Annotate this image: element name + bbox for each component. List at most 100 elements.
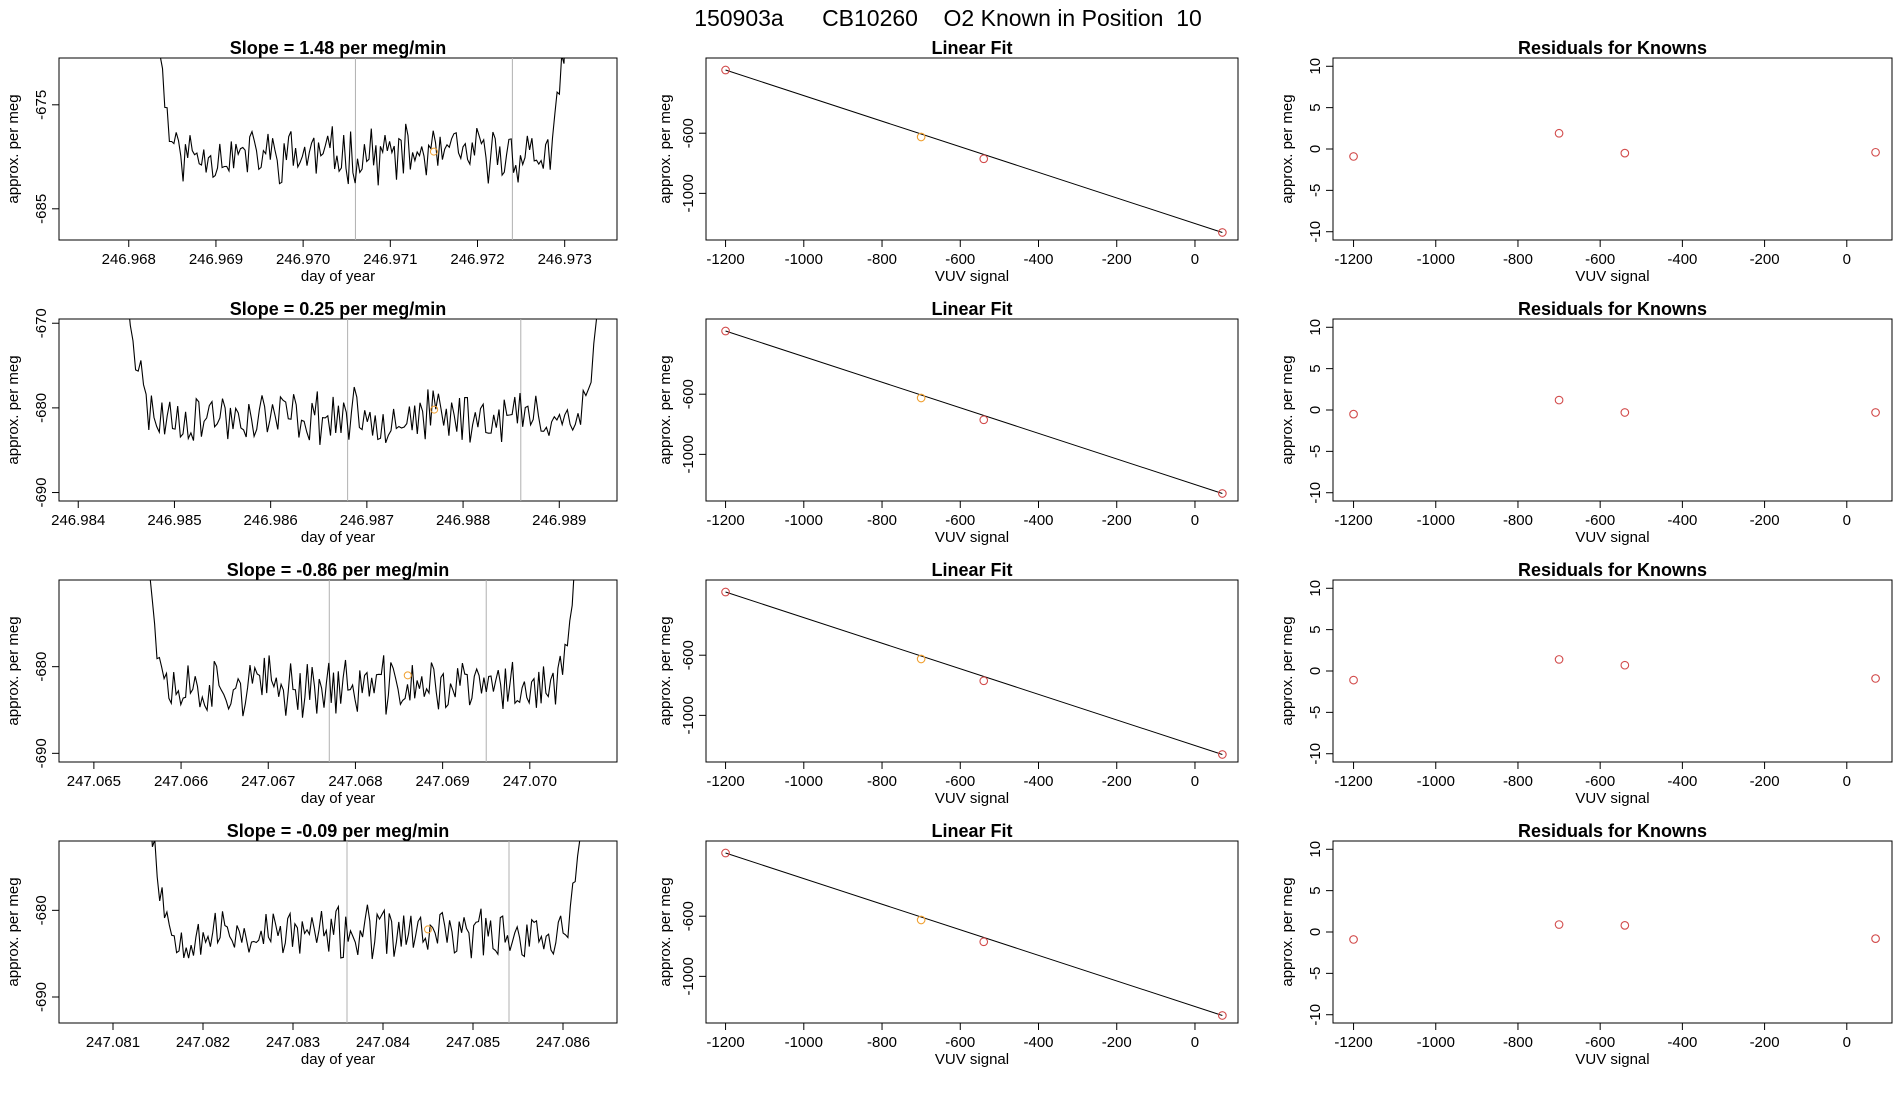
residuals-panel: Residuals for Knowns-1200 -1000 -800 -600 -4…: [1279, 560, 1893, 807]
x-tick-label: 247.082: [176, 1034, 230, 1051]
x-tick-label: -1200: [1334, 1034, 1372, 1051]
x-tick-label: -600: [945, 1034, 975, 1051]
residual-point: [1554, 655, 1564, 664]
y-tick-label: -1000: [680, 435, 697, 473]
fit-point: [721, 326, 730, 336]
panel-title: Residuals for Knowns: [1518, 560, 1707, 580]
x-axis-label: VUV signal: [1575, 529, 1649, 546]
x-tick-label: 0: [1191, 773, 1199, 790]
x-tick-label: -600: [945, 773, 975, 790]
x-tick-label: 246.968: [102, 251, 156, 268]
x-tick-label: -200: [1750, 251, 1780, 268]
residual-point: [1620, 660, 1630, 670]
y-axis-label: approx. per meg: [5, 355, 22, 464]
fit-point: [979, 937, 989, 947]
x-tick-label: -200: [1102, 251, 1132, 268]
x-tick-label: 0: [1843, 1034, 1851, 1051]
x-axis-label: VUV signal: [1575, 790, 1649, 807]
y-tick-label: -600: [680, 118, 697, 148]
plot-frame: [1332, 579, 1893, 763]
y-tick-label: 10: [1307, 58, 1324, 75]
y-axis-label: approx. per meg: [5, 616, 22, 725]
x-tick-label: -200: [1750, 512, 1780, 529]
residual-point: [1871, 147, 1880, 157]
x-tick-label: -1000: [785, 1034, 823, 1051]
data-trace: [151, 841, 581, 960]
x-tick-label: 246.971: [363, 251, 417, 268]
x-tick-label: -400: [1023, 773, 1053, 790]
y-tick-label: -675: [33, 90, 50, 120]
x-tick-label: 247.067: [241, 773, 295, 790]
fit-point: [721, 587, 730, 597]
panel-title: Linear Fit: [931, 299, 1012, 319]
x-tick-label: 247.081: [86, 1034, 140, 1051]
x-tick-label: -1200: [706, 773, 744, 790]
residuals-panel: Residuals for Knowns-1200 -1000 -800 -600 -4…: [1279, 299, 1893, 546]
x-tick-label: 246.985: [147, 512, 201, 529]
y-tick-label: -680: [33, 393, 50, 423]
y-tick-label: 5: [1307, 364, 1324, 372]
x-tick-label: -400: [1667, 512, 1697, 529]
fit-point: [916, 654, 926, 664]
plot-frame: [705, 318, 1239, 502]
x-tick-label: 247.085: [446, 1034, 500, 1051]
x-tick-label: 246.972: [450, 251, 504, 268]
timeseries-panel: Slope = -0.86 per meg/min 247.065 247.066 2…: [5, 560, 618, 807]
x-tick-label: -800: [1503, 251, 1533, 268]
panel-grid: Slope = 1.48 per meg/min 246.968 246.969 24…: [5, 38, 1893, 1068]
fit-line: [725, 330, 1223, 494]
y-tick-label: -600: [680, 901, 697, 931]
fit-point: [979, 154, 989, 164]
timeseries-panel: Slope = -0.09 per meg/min 247.081 247.082 2…: [5, 821, 618, 1068]
y-tick-label: -600: [680, 640, 697, 670]
residuals-panel: Residuals for Knowns-1200 -1000 -800 -600 -4…: [1279, 821, 1893, 1068]
data-trace: [149, 580, 575, 718]
x-tick-label: -400: [1667, 773, 1697, 790]
x-tick-label: 247.086: [536, 1034, 590, 1051]
fit-line: [725, 69, 1223, 233]
linear-fit-panel: Linear Fit -1200 -1000 -800 -600 -400 -200 0 -60…: [657, 821, 1239, 1068]
y-axis-label: approx. per meg: [1279, 355, 1296, 464]
y-tick-label: -10: [1307, 743, 1324, 765]
fit-point: [721, 65, 730, 75]
plot-frame: [705, 57, 1239, 241]
y-tick-label: -690: [33, 478, 50, 508]
y-tick-label: -5: [1307, 706, 1324, 719]
x-tick-label: -1000: [1417, 1034, 1455, 1051]
y-axis-label: approx. per meg: [657, 616, 674, 725]
x-tick-label: 0: [1843, 512, 1851, 529]
x-tick-label: 247.068: [328, 773, 382, 790]
highlight-point: [429, 147, 438, 156]
panel-title: Residuals for Knowns: [1518, 299, 1707, 319]
panel-title: Linear Fit: [931, 38, 1012, 58]
x-tick-label: -1200: [1334, 773, 1372, 790]
x-tick-label: 0: [1191, 251, 1199, 268]
x-axis-label: VUV signal: [935, 790, 1009, 807]
x-tick-label: -1000: [785, 512, 823, 529]
highlight-point: [424, 925, 432, 934]
residual-point: [1620, 408, 1630, 417]
x-tick-label: 247.084: [356, 1034, 410, 1051]
y-tick-label: 5: [1307, 886, 1324, 894]
x-tick-label: 0: [1843, 773, 1851, 790]
x-tick-label: 246.989: [532, 512, 586, 529]
y-tick-label: -690: [33, 738, 50, 768]
fit-point: [916, 915, 926, 925]
fit-point: [979, 676, 989, 686]
x-tick-label: 0: [1843, 251, 1851, 268]
residual-point: [1349, 409, 1358, 419]
residual-point: [1349, 152, 1358, 161]
plot-frame: [58, 318, 618, 502]
x-tick-label: -200: [1102, 773, 1132, 790]
panel-title: Slope = 0.25 per meg/min: [230, 299, 447, 319]
panel-title: Slope = -0.09 per meg/min: [227, 821, 450, 841]
y-axis-label: approx. per meg: [1279, 616, 1296, 725]
x-tick-label: -400: [1023, 512, 1053, 529]
x-axis-label: VUV signal: [935, 1051, 1009, 1068]
x-tick-label: -200: [1750, 1034, 1780, 1051]
x-axis-label: VUV signal: [935, 268, 1009, 285]
figure-title: 150903a CB10260 O2 Known in Position 10: [694, 5, 1202, 31]
y-tick-label: -5: [1307, 967, 1324, 980]
x-tick-label: -1200: [1334, 251, 1372, 268]
x-tick-label: -600: [1585, 773, 1615, 790]
